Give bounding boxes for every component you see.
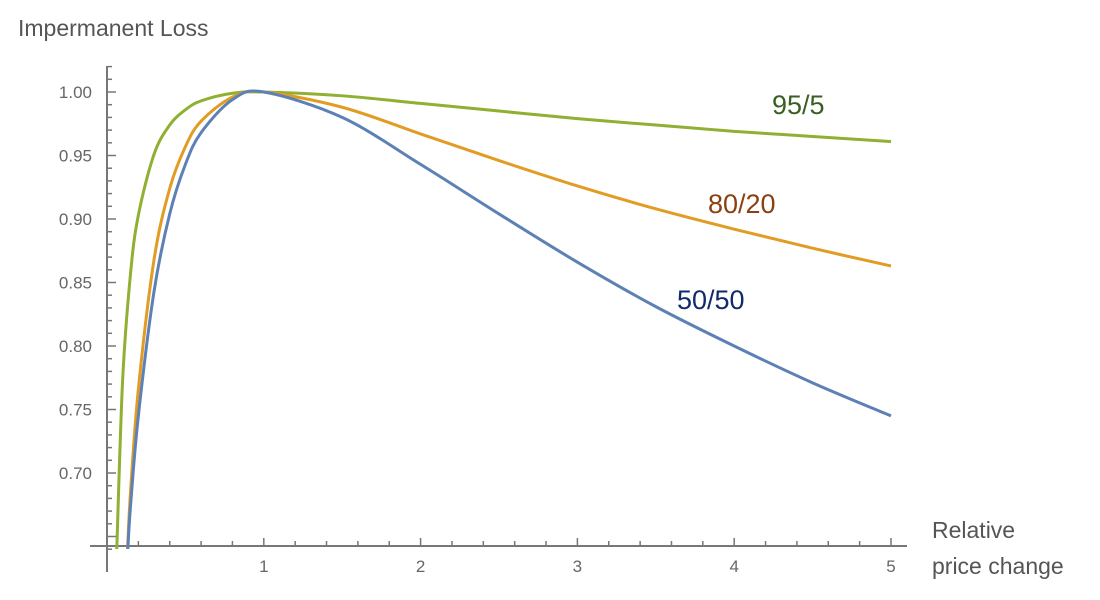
series-label-80-20: 80/20 [708, 189, 776, 219]
series-line-95-5 [115, 90, 892, 549]
series-label-50-50: 50/50 [677, 285, 745, 315]
series-label-95-5: 95/5 [772, 90, 825, 120]
x-tick-label: 1 [259, 557, 268, 576]
series-line-80-20 [126, 89, 892, 549]
series-lines [115, 89, 892, 549]
x-tick-label: 3 [573, 557, 582, 576]
x-axis-title-line2: price change [932, 553, 1064, 579]
y-tick-label: 0.90 [59, 210, 92, 229]
y-axis-title: Impermanent Loss [18, 15, 208, 41]
y-tick-label: 0.95 [59, 147, 92, 166]
y-tick-label: 0.75 [59, 401, 92, 420]
series-line-50-50 [126, 89, 892, 549]
y-tick-label: 0.70 [59, 464, 92, 483]
x-tick-label: 2 [416, 557, 425, 576]
y-tick-label: 0.80 [59, 337, 92, 356]
y-tick-label: 0.85 [59, 274, 92, 293]
x-tick-label: 5 [886, 557, 895, 576]
x-tick-label: 4 [729, 557, 738, 576]
axes: 1 2 3 4 5 0.70 0.75 0.80 0.85 0.90 0.95 1.00 [59, 65, 907, 576]
y-tick-label: 1.00 [59, 83, 92, 102]
x-axis-title-line1: Relative [932, 517, 1015, 543]
